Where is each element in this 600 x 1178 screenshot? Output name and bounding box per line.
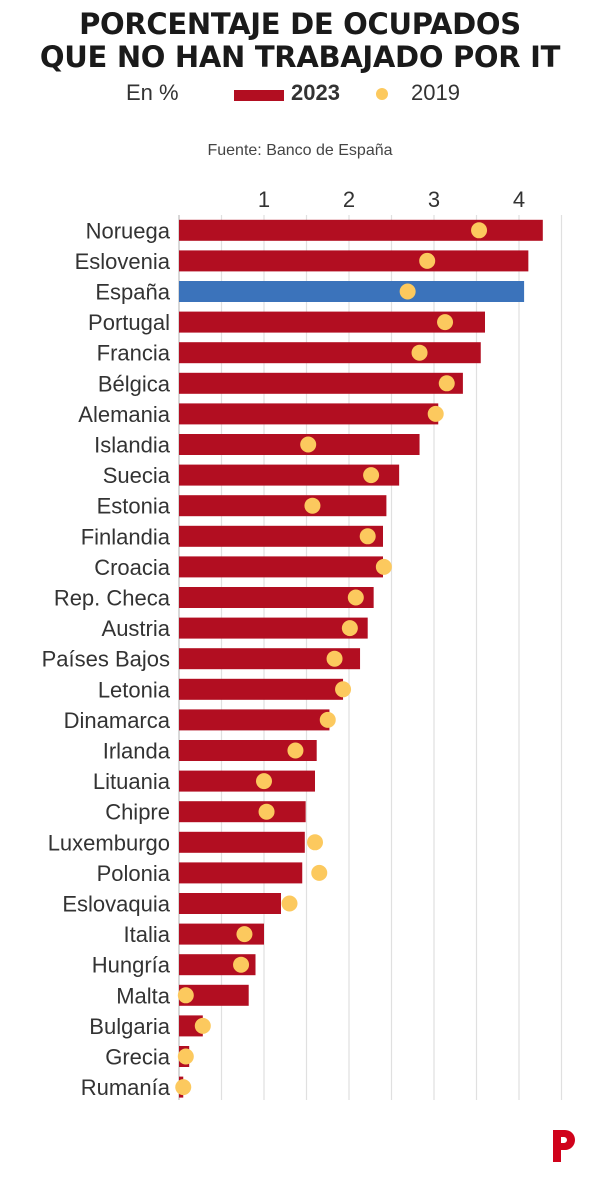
category-label: Chipre xyxy=(105,800,170,825)
bar-2023 xyxy=(179,250,529,272)
legend-label-2019: 2019 xyxy=(411,80,460,105)
dot-2019 xyxy=(304,497,321,514)
unit-label: En % xyxy=(126,80,179,105)
chart-title-line-1: PORCENTAJE DE OCUPADOS xyxy=(79,7,521,41)
dot-2019 xyxy=(175,1079,192,1096)
dot-2019 xyxy=(258,803,275,820)
category-label: Finlandia xyxy=(81,524,171,549)
bar-2023 xyxy=(179,740,317,761)
category-label: Croacia xyxy=(94,555,171,580)
dot-2019 xyxy=(399,283,416,300)
dot-2019 xyxy=(300,436,317,453)
dot-2019 xyxy=(177,987,194,1004)
category-label: Países Bajos xyxy=(42,647,170,672)
dot-2019 xyxy=(311,864,328,881)
category-label: Eslovaquia xyxy=(62,892,170,917)
dot-2019 xyxy=(427,405,444,422)
legend-dot-2019 xyxy=(376,88,388,100)
bar-2023 xyxy=(179,311,485,333)
bar-2023 xyxy=(179,893,281,914)
category-label: Rep. Checa xyxy=(54,586,171,611)
category-label: Letonia xyxy=(98,677,171,702)
dot-2019 xyxy=(375,558,392,575)
dot-2019 xyxy=(194,1017,211,1034)
category-label: Luxemburgo xyxy=(48,830,170,855)
dot-2019 xyxy=(437,314,454,331)
legend-label-2023: 2023 xyxy=(291,80,340,105)
bar-2023 xyxy=(179,556,383,578)
brand-p-icon xyxy=(553,1130,575,1162)
dot-2019 xyxy=(287,742,304,759)
dot-2019 xyxy=(307,834,323,851)
bar-2023 xyxy=(179,525,383,547)
bar-2023 xyxy=(179,678,344,700)
dot-2019 xyxy=(236,926,253,943)
bar-2023 xyxy=(179,372,463,394)
category-label: Estonia xyxy=(97,494,171,519)
bar-2023 xyxy=(179,434,420,455)
category-label: Hungría xyxy=(92,953,171,978)
category-label: España xyxy=(95,280,170,305)
x-tick-label: 1 xyxy=(258,187,270,212)
category-label: Noruega xyxy=(86,218,171,243)
bar-2023 xyxy=(179,862,303,884)
x-tick-label: 4 xyxy=(513,187,525,212)
dot-2019 xyxy=(347,589,364,606)
x-tick-label: 2 xyxy=(343,187,355,212)
category-label: Italia xyxy=(124,922,171,947)
dot-2019 xyxy=(363,467,380,484)
category-label: Eslovenia xyxy=(75,249,171,274)
legend-swatch-2023 xyxy=(234,90,284,101)
dot-2019 xyxy=(256,773,272,790)
dot-2019 xyxy=(341,620,358,637)
dot-2019 xyxy=(233,956,250,973)
dot-2019 xyxy=(438,375,455,392)
bar-2023 xyxy=(179,770,315,792)
bar-2023 xyxy=(179,617,368,639)
bar-2023 xyxy=(179,587,374,608)
category-label: Polonia xyxy=(97,861,171,886)
bar-2023 xyxy=(179,281,525,302)
category-label: Irlanda xyxy=(103,739,171,764)
x-tick-label: 3 xyxy=(428,187,440,212)
bar-2023 xyxy=(179,648,361,670)
bar-2023 xyxy=(179,219,543,241)
dot-2019 xyxy=(471,222,488,239)
category-label: Austria xyxy=(102,616,171,641)
source-note: Fuente: Banco de España xyxy=(207,142,393,159)
bar-2023 xyxy=(179,831,305,853)
bar-2023 xyxy=(179,495,387,517)
category-label: Islandia xyxy=(94,433,171,458)
dot-2019 xyxy=(335,681,352,698)
category-label: Malta xyxy=(116,983,171,1008)
dot-2019 xyxy=(177,1048,194,1065)
category-label: Bélgica xyxy=(98,371,171,396)
category-label: Portugal xyxy=(88,310,170,335)
bar-2023 xyxy=(179,403,439,425)
category-label: Dinamarca xyxy=(64,708,171,733)
category-label: Grecia xyxy=(105,1045,171,1070)
legend: En % 2023 2019 xyxy=(0,80,600,110)
bar-2023 xyxy=(179,464,400,486)
category-label: Alemania xyxy=(78,402,170,427)
bar-2023 xyxy=(179,984,249,1006)
category-label: Suecia xyxy=(103,463,171,488)
chart-title: PORCENTAJE DE OCUPADOS QUE NO HAN TRABAJ… xyxy=(0,8,600,74)
category-label: Lituania xyxy=(93,769,171,794)
dot-2019 xyxy=(326,650,343,667)
category-label: Bulgaria xyxy=(89,1014,170,1039)
category-label: Francia xyxy=(97,341,171,366)
bar-2023 xyxy=(179,342,481,364)
dot-2019 xyxy=(411,344,428,361)
bar-2023 xyxy=(179,709,330,731)
dot-2019 xyxy=(419,252,436,269)
chart-title-line-2: QUE NO HAN TRABAJADO POR IT xyxy=(39,40,561,74)
dot-2019 xyxy=(281,895,298,912)
category-label: Rumanía xyxy=(81,1075,171,1100)
dot-2019 xyxy=(359,528,376,545)
dot-2019 xyxy=(319,711,336,728)
bar-2023 xyxy=(179,801,306,823)
